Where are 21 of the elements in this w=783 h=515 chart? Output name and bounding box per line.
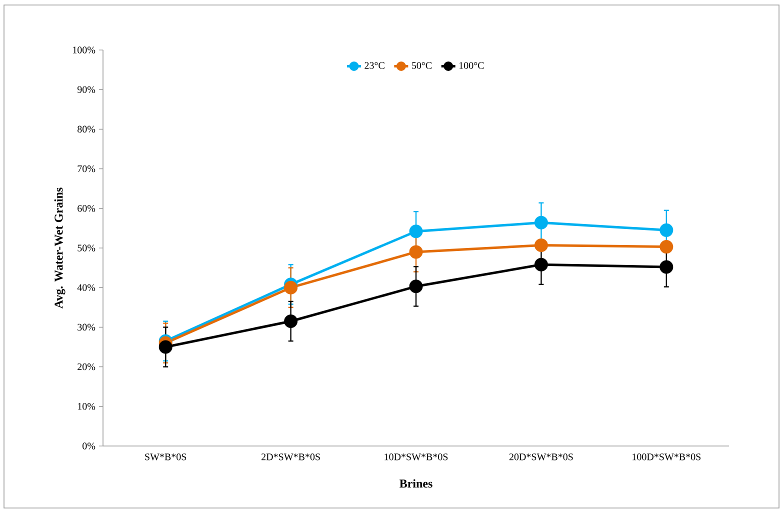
y-tick-label: 100%	[73, 46, 96, 54]
y-tick-label: 90%	[77, 86, 96, 93]
y-tick-label: 0%	[82, 442, 96, 450]
legend-label: 100°C	[459, 62, 484, 69]
y-tick-label: 80%	[78, 126, 96, 133]
x-tick-label: 2D*SW*B*0S	[262, 454, 320, 460]
x-tick-label: SW*B*0S	[145, 454, 186, 460]
y-tick-label: 40%	[77, 284, 96, 291]
x-tick-label: 10D*SW*B*0S	[384, 454, 448, 460]
y-tick-label: 30%	[78, 324, 96, 331]
y-tick-label: 70%	[78, 165, 96, 172]
x-tick-label: 20D*SW*B*0S	[509, 454, 573, 460]
y-tick-label: 60%	[78, 205, 96, 212]
y-tick-label: 10%	[78, 403, 96, 410]
y-axis-title: Avg. Water-Wet Grains	[54, 188, 66, 309]
legend-label: 50°C	[412, 62, 432, 69]
y-tick-label: 50%	[78, 244, 96, 252]
y-tick-label: 20%	[78, 363, 96, 370]
x-axis-title: Brines	[400, 479, 432, 488]
x-tick-label: 100D*SW*B*0S	[632, 454, 701, 460]
legend-label: 23°C	[364, 62, 384, 69]
